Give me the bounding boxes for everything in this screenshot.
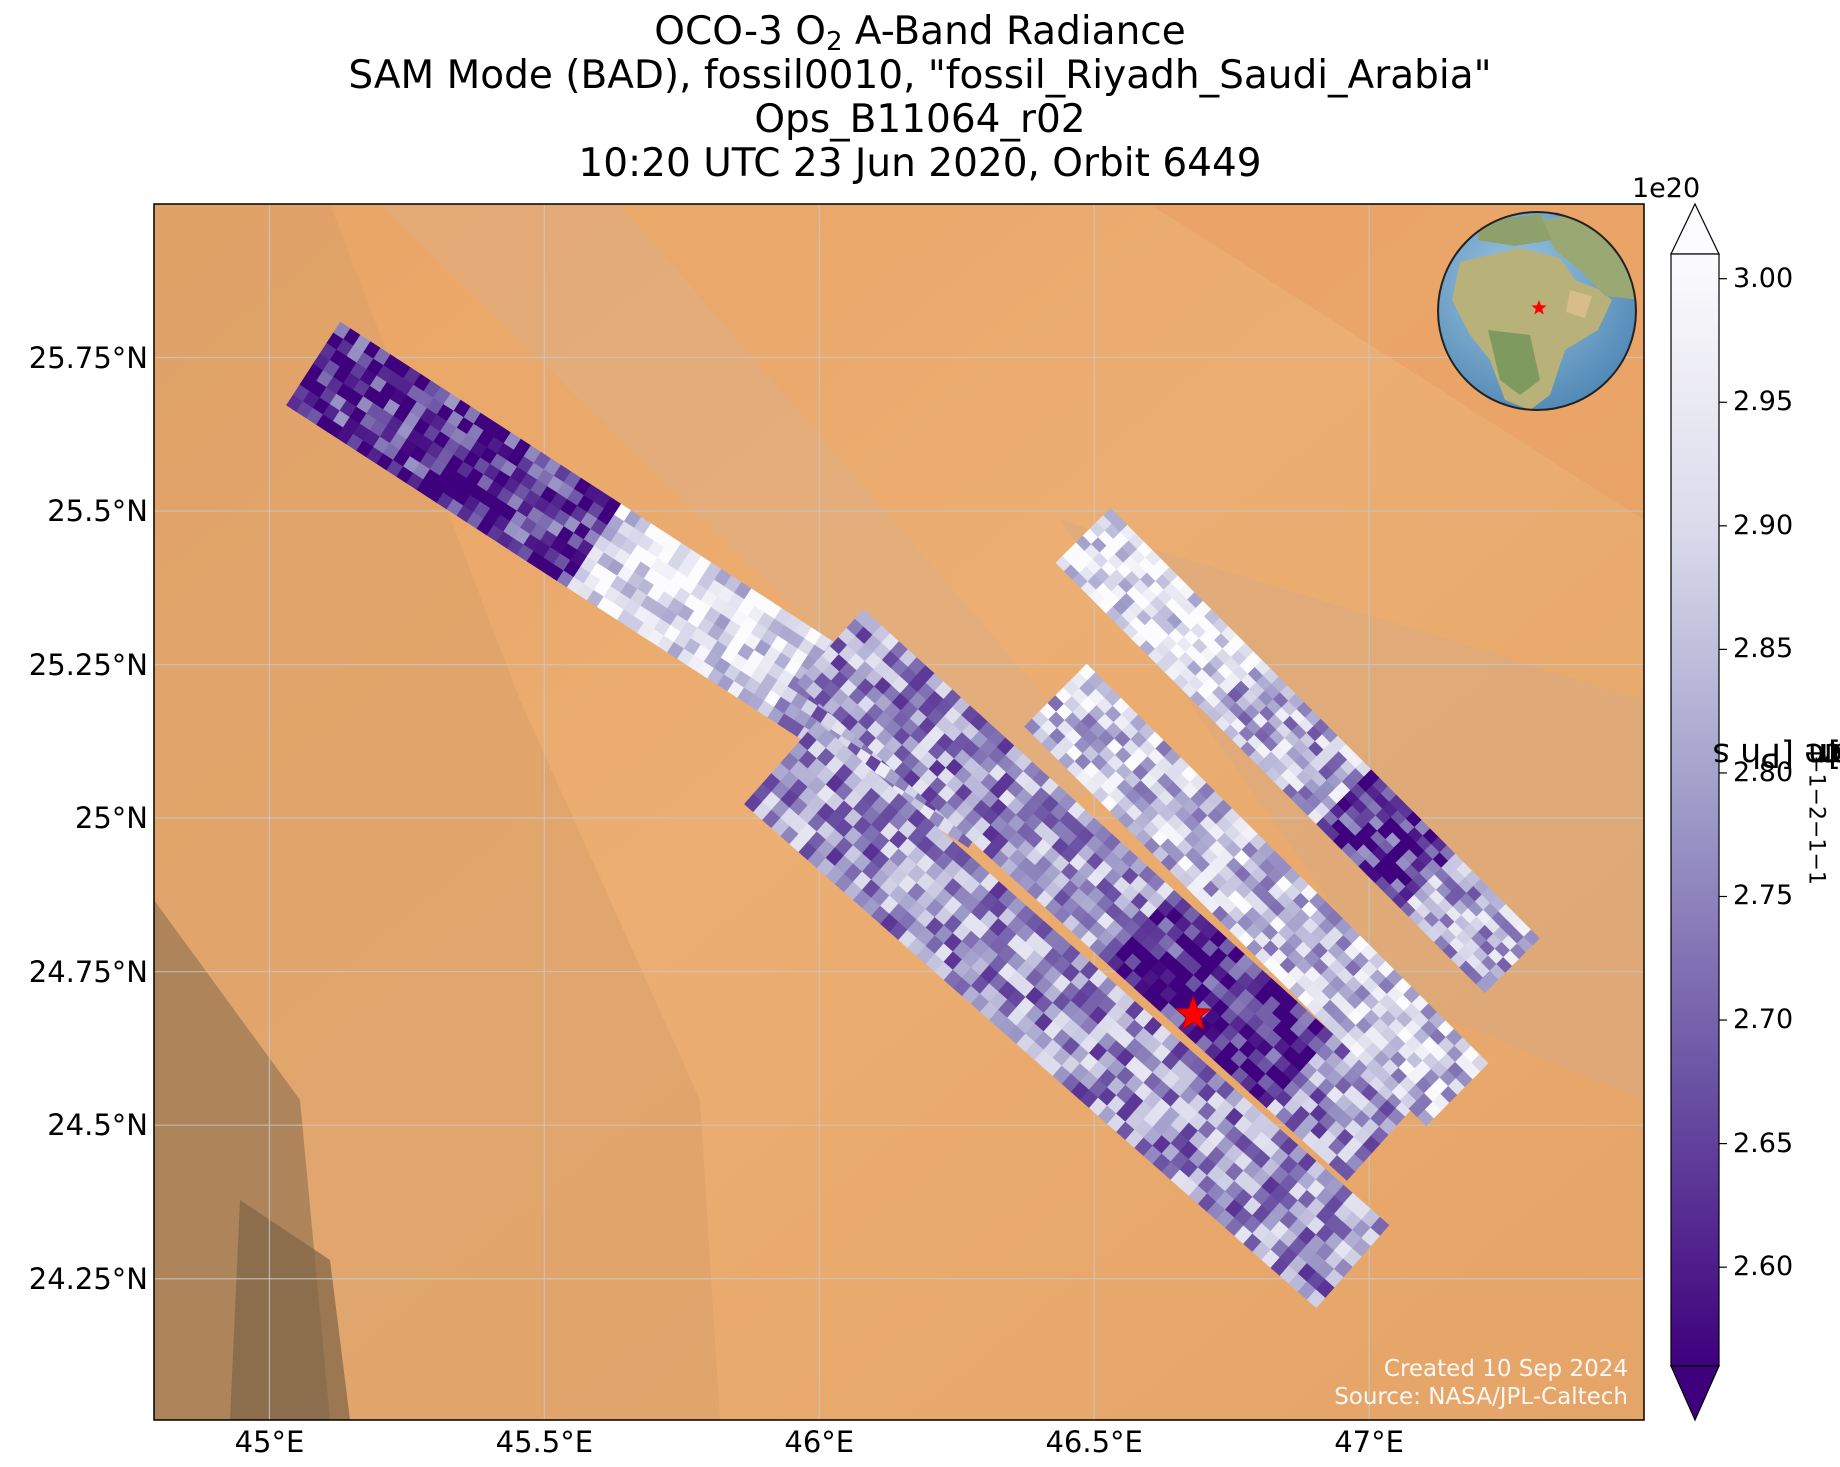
lat-tick-label: 25°N [74,801,148,836]
lon-tick-label: 45.5°E [495,1425,594,1459]
radiance-footprint [1523,929,1540,946]
lat-tick-label: 25.75°N [28,340,148,375]
lon-tick-label: 45°E [234,1425,305,1459]
lon-tick-label: 46.5°E [1045,1425,1143,1459]
lat-tick-label: 24.75°N [28,954,148,989]
radiance-swaths [286,321,1540,1309]
colorbar-tick-label: 2.85 [1733,633,1794,665]
globe-star-marker [1531,300,1547,315]
target-star-marker [1174,995,1212,1031]
colorbar-tick-label: 2.95 [1733,386,1794,418]
title-line-3: Ops_B11064_r02 [754,97,1086,142]
lat-tick-label: 24.25°N [28,1261,148,1296]
title-line-4: 10:20 UTC 23 Jun 2020, Orbit 6449 [578,141,1262,186]
title-line-1: OCO-3 O2 A-Band Radiance [654,9,1186,57]
map-area [154,204,1644,1420]
lon-tick-label: 47°E [1334,1425,1404,1459]
colorbar-exponent: 1e20 [1632,173,1701,204]
colorbar-tick-label: 2.60 [1733,1251,1794,1283]
credit-created: Created 10 Sep 2024 [1383,1356,1628,1382]
radiance-footprint [1471,1054,1489,1072]
colorbar-tick-label: 2.75 [1733,880,1794,912]
colorbar-tick-label: 2.90 [1733,509,1794,541]
colorbar-extend-bottom [1670,1365,1720,1422]
lon-tick-label: 46°E [784,1425,855,1459]
colorbar-tick-label: 2.80 [1733,756,1794,788]
lat-tick-label: 25.5°N [47,494,148,529]
lat-tick-label: 25.25°N [28,647,148,682]
colorbar-tick-marks [1719,278,1727,1268]
credit-source: Source: NASA/JPL-Caltech [1334,1384,1628,1410]
colorbar-tick-label: 2.70 [1733,1004,1794,1036]
lat-tick-label: 24.5°N [47,1108,148,1143]
colorbar [1670,202,1727,1422]
colorbar-tick-label: 2.65 [1733,1127,1794,1159]
colorbar-bar [1670,253,1720,1367]
colorbar-tick-label: 3.00 [1733,262,1794,294]
terrain-dark-rock [230,1200,350,1420]
map-frame [153,203,1645,1421]
globe-outline [1437,211,1637,411]
title-line-2: SAM Mode (BAD), fossil0010, "fossil_Riya… [348,53,1492,98]
radiance-footprint [1370,1216,1390,1236]
colorbar-extend-top [1670,202,1720,255]
